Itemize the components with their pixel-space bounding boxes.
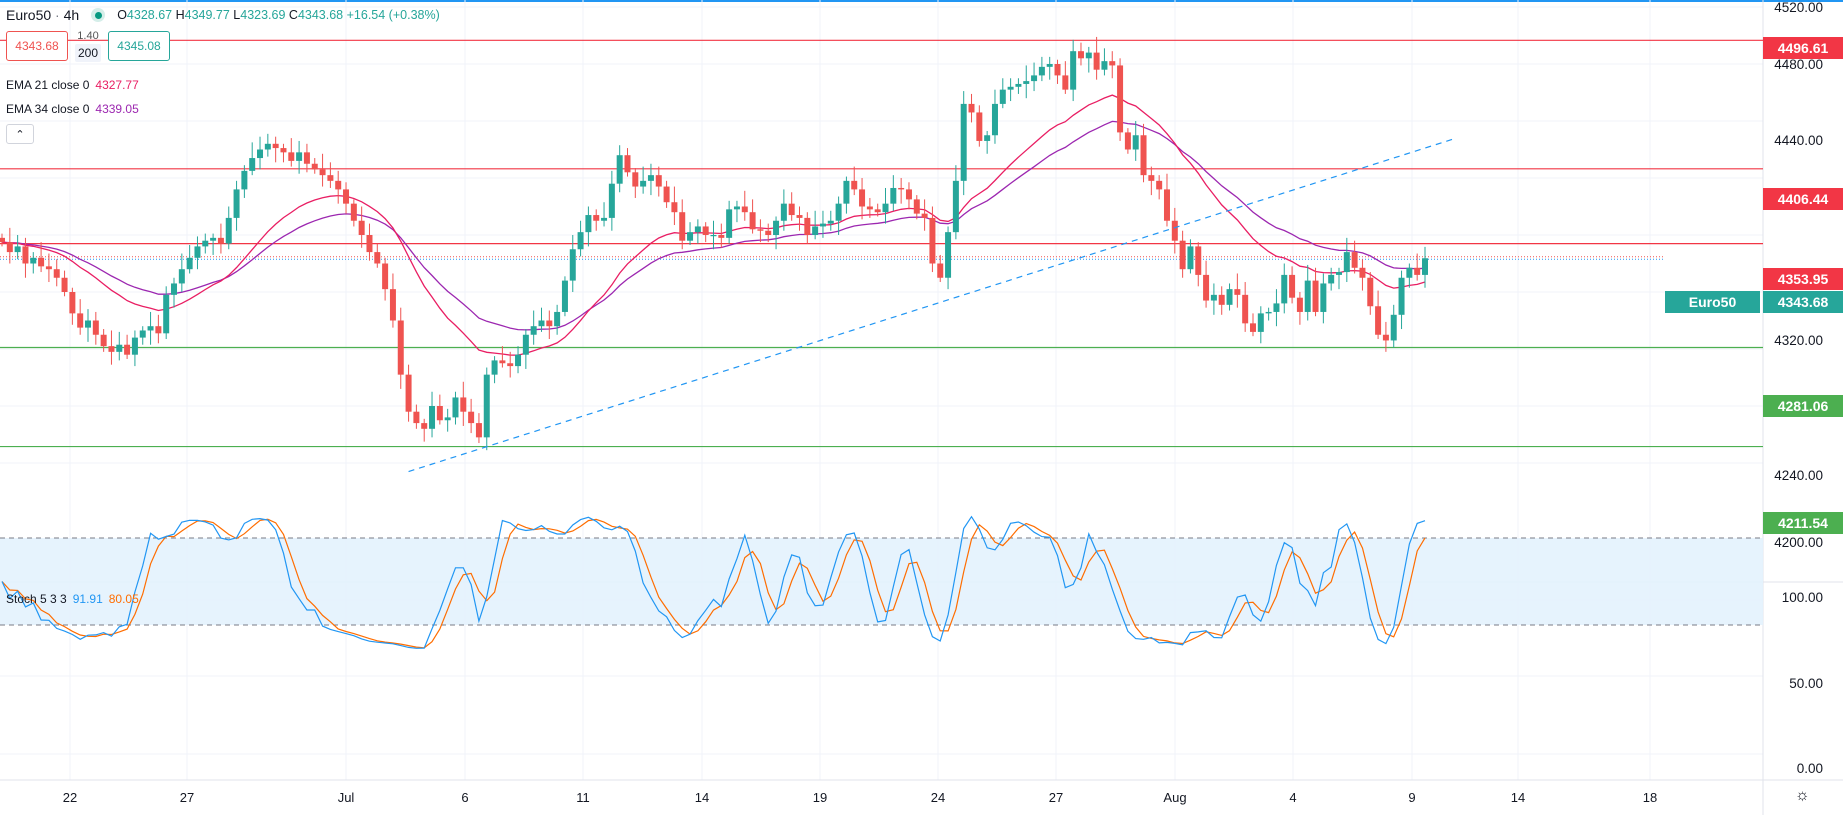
ema21-label: EMA 21 close 0	[6, 78, 90, 92]
stoch-tick: 50.00	[1789, 676, 1823, 691]
price-tick: 4440.00	[1774, 133, 1823, 148]
quantity-input[interactable]: 200	[74, 44, 102, 62]
time-tick: 9	[1408, 790, 1416, 805]
last-price-tag: 4343.68	[1763, 291, 1843, 313]
sell-button[interactable]: 4343.68	[6, 31, 68, 61]
time-tick: 11	[576, 790, 590, 805]
ema34-value: 4339.05	[95, 102, 139, 116]
trade-panel: 4343.68 1.40 200 4345.08	[6, 30, 170, 62]
time-tick: 27	[1048, 790, 1064, 805]
time-tick: 14	[694, 790, 710, 805]
price-tick: 4200.00	[1774, 535, 1823, 550]
time-tick: 22	[62, 790, 78, 805]
ema34-legend[interactable]: EMA 34 close 0 4339.05	[6, 102, 139, 116]
price-tick: 4480.00	[1774, 57, 1823, 72]
price-tick: 4520.00	[1774, 0, 1823, 15]
stoch-tick: 100.00	[1781, 590, 1823, 605]
stoch-k-value: 91.91	[72, 592, 103, 606]
level-tag[interactable]: 4281.06	[1763, 395, 1843, 417]
spread-quantity: 1.40 200	[72, 30, 104, 62]
price-tick: 4240.00	[1774, 468, 1823, 483]
time-tick: Aug	[1163, 790, 1187, 805]
level-tag[interactable]: 4211.54	[1763, 512, 1843, 534]
top-accent-bar	[0, 0, 1843, 2]
ema21-value: 4327.77	[95, 78, 139, 92]
time-tick: 18	[1642, 790, 1658, 805]
time-tick: 6	[461, 790, 469, 805]
level-tag[interactable]: 4496.61	[1763, 37, 1843, 59]
stoch-tick: 0.00	[1796, 761, 1823, 776]
time-tick: 27	[179, 790, 195, 805]
time-tick: 4	[1289, 790, 1297, 805]
gear-icon[interactable]: ☼	[1795, 787, 1810, 804]
price-tick: 4320.00	[1774, 333, 1823, 348]
ohlc-values: O4328.67 H4349.77 L4323.69 C4343.68 +16.…	[117, 8, 440, 22]
level-tag[interactable]: 4406.44	[1763, 188, 1843, 210]
collapse-legend-button[interactable]: ⌃	[6, 124, 34, 144]
time-tick: 14	[1510, 790, 1526, 805]
buy-button[interactable]: 4345.08	[108, 31, 170, 61]
symbol-legend: Euro50 · 4h O4328.67 H4349.77 L4323.69 C…	[6, 7, 440, 23]
stoch-label: Stoch 5 3 3	[6, 592, 67, 606]
spread-value: 1.40	[77, 30, 99, 42]
time-tick: 19	[812, 790, 828, 805]
symbol-name[interactable]: Euro50 · 4h	[6, 7, 80, 23]
last-price-symbol-tag: Euro50	[1665, 291, 1760, 313]
chevron-up-icon: ⌃	[15, 128, 25, 141]
stoch-d-value: 80.05	[108, 592, 139, 606]
time-tick: Jul	[337, 790, 355, 805]
stoch-legend[interactable]: Stoch 5 3 3 91.91 80.05	[6, 592, 139, 606]
ema34-label: EMA 34 close 0	[6, 102, 90, 116]
ema21-legend[interactable]: EMA 21 close 0 4327.77	[6, 78, 139, 92]
level-tag[interactable]: 4353.95	[1763, 268, 1843, 290]
market-status-icon	[91, 8, 106, 22]
time-tick: 24	[930, 790, 946, 805]
